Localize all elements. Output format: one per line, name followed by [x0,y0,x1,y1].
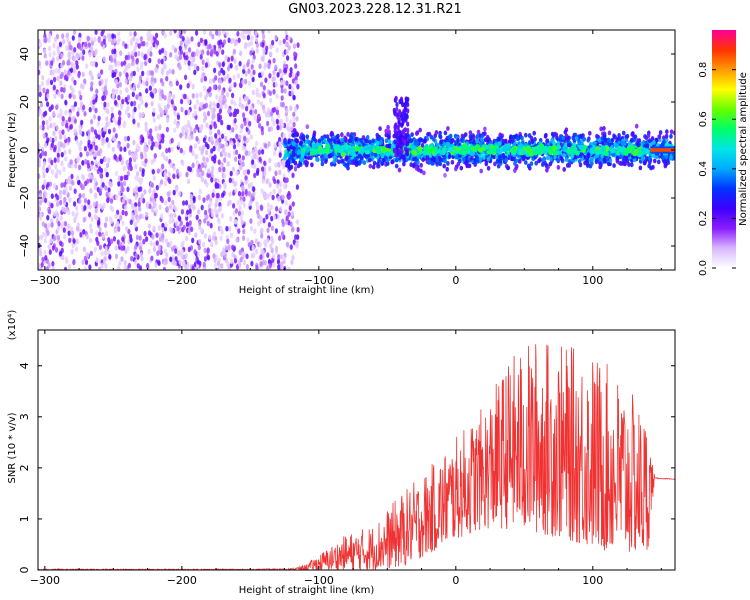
x-tick-label-top: 100 [582,274,603,287]
y-tick-label-top: −20 [18,186,31,209]
x-tick-label-top: 0 [452,274,459,287]
spectrogram-plot [38,30,675,270]
y-tick-label-bottom: 1 [18,515,31,522]
colorbar-tick-label: 0.0 [698,260,709,276]
x-tick-label-bottom: 100 [582,574,603,587]
y-tick-label-bottom: 3 [18,413,31,420]
x-tick-label-bottom: −300 [30,574,60,587]
colorbar-tick-label: 0.6 [698,111,709,127]
x-tick-label-bottom: 0 [452,574,459,587]
x-tick-label-top: −300 [30,274,60,287]
colorbar-tick-label: 0.8 [698,62,709,78]
y-tick-label-top: 0 [18,147,31,154]
y-axis-multiplier: (x10⁴) [7,310,18,341]
colorbar-tick-label: 0.2 [698,210,709,226]
colorbar-tick-label: 0.4 [698,161,709,177]
snr-series-line [38,344,675,570]
x-axis-label-top: Height of straight line (km) [239,285,375,296]
y-tick-label-bottom: 0 [18,567,31,574]
chart-title: GN03.2023.228.12.31.R21 [288,2,462,17]
y-tick-label-bottom: 4 [18,362,31,369]
x-tick-label-top: −200 [167,274,197,287]
y-tick-label-bottom: 2 [18,464,31,471]
plot-frame-bottom [37,329,676,571]
signal-tail [650,148,675,152]
x-tick-label-bottom: −100 [304,574,334,587]
x-tick-label-bottom: −200 [167,574,197,587]
x-tick-label-top: −100 [304,274,334,287]
y-tick-label-top: 40 [18,47,31,61]
y-axis-label-bottom: SNR (10 * v/v) [7,412,18,483]
x-axis-label-bottom: Height of straight line (km) [239,585,375,596]
colorbar [712,30,736,268]
y-tick-label-top: 20 [18,95,31,109]
y-tick-label-top: −40 [18,234,31,257]
y-axis-label-top: Frequency (Hz) [7,112,18,188]
colorbar-label: Normalized spectral amplitude [738,72,749,226]
